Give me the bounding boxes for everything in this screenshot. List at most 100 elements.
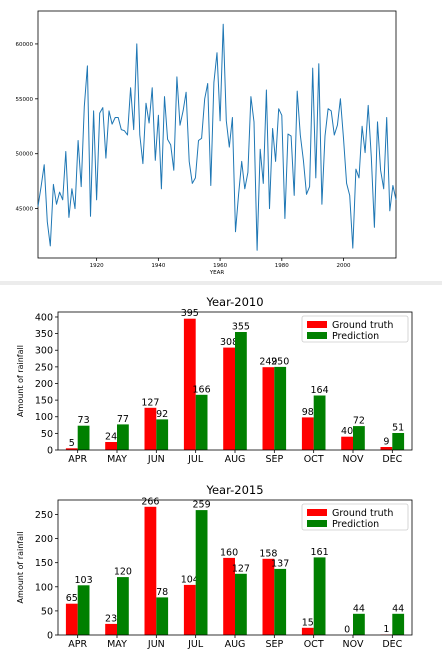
- line-chart-panel: 45000 50000 55000 60000 1920 1940 1960 1980 2000…: [0, 0, 442, 280]
- plot-frame: [37, 10, 397, 259]
- line-chart: 45000 50000 55000 60000 1920 1940 1960 1980 2000…: [16, 10, 397, 276]
- legend-label: Prediction: [332, 519, 379, 530]
- ground-truth-value-label: 158: [259, 548, 277, 559]
- legend-label: Ground truth: [332, 508, 393, 519]
- legend-label: Ground truth: [332, 320, 393, 331]
- y-tick-label: 200: [35, 534, 53, 545]
- prediction-value-label: 161: [311, 547, 329, 558]
- x-tick-label: 1920: [90, 263, 104, 269]
- bar-chart-2010-panel: Year-2010 0 50 100 150 200 250 300 350 400 Amount …: [0, 286, 442, 474]
- x-tick-label: 1980: [275, 263, 289, 269]
- prediction-value-label: 72: [353, 416, 365, 427]
- y-tick-label: 100: [35, 412, 53, 423]
- legend-label: Prediction: [332, 331, 379, 342]
- plot-frame: [57, 499, 413, 636]
- prediction-value-label: 92: [156, 409, 168, 420]
- plot-frame: [57, 311, 413, 451]
- y-tick-label: 50: [41, 429, 53, 440]
- y-tick-label: 0: [47, 446, 53, 457]
- x-tick-label: AUG: [225, 639, 246, 650]
- prediction-bar: [353, 426, 365, 450]
- y-tick-label: 45000: [16, 207, 34, 213]
- y-tick-label: 100: [35, 582, 53, 593]
- ground-truth-bar: [144, 506, 157, 636]
- x-tick-label: OCT: [304, 639, 324, 650]
- prediction-bar: [353, 613, 365, 635]
- y-tick-label: 50: [41, 606, 53, 617]
- x-tick-label: DEC: [382, 639, 402, 650]
- prediction-bar: [77, 425, 90, 450]
- ground-truth-value-label: 40: [341, 426, 353, 437]
- prediction-value-label: 355: [232, 322, 250, 333]
- ground-truth-bar: [262, 558, 275, 635]
- x-tick-label: JUL: [187, 454, 204, 465]
- ground-truth-value-label: 5: [69, 438, 75, 449]
- y-tick-label: 150: [35, 396, 53, 407]
- panel-divider: [0, 281, 442, 285]
- ground-truth-value-label: 160: [220, 547, 238, 558]
- ground-truth-value-label: 0: [344, 625, 350, 636]
- x-tick-label: JUL: [187, 639, 204, 650]
- ground-truth-value-label: 127: [141, 397, 159, 408]
- ground-truth-bar: [301, 627, 314, 635]
- rainfall-line: [37, 23, 397, 251]
- y-tick-label: 50000: [16, 152, 34, 158]
- ground-truth-bar: [223, 347, 235, 450]
- prediction-bar: [274, 366, 287, 450]
- chart-title: Year-2015: [205, 483, 263, 497]
- prediction-bar: [156, 597, 169, 635]
- legend: [301, 315, 409, 343]
- y-axis-label: Amount of rainfall: [16, 345, 25, 417]
- x-tick-label: JUN: [147, 454, 165, 465]
- prediction-bar: [392, 613, 405, 635]
- y-axis-label: Amount of rainfall: [16, 532, 25, 604]
- ground-truth-value-label: 65: [66, 593, 78, 604]
- ground-truth-bar: [105, 623, 117, 635]
- x-tick-label: JUN: [147, 639, 165, 650]
- x-axis-label: YEAR: [209, 270, 225, 276]
- y-tick-label: 400: [35, 312, 53, 323]
- ground-truth-bar: [144, 407, 157, 450]
- bar-chart-2010: Year-2010 0 50 100 150 200 250 300 350 400 Amount …: [16, 295, 413, 465]
- prediction-bar: [117, 424, 129, 450]
- y-tick-label: 200: [35, 379, 53, 390]
- y-tick-label: 60000: [16, 42, 34, 48]
- ground-truth-value-label: 266: [141, 496, 159, 507]
- ground-truth-bar: [223, 557, 235, 635]
- bar-chart-2015-panel: Year-2015 0 50 100 150 200 250 Amount of rainfa…: [0, 474, 442, 656]
- prediction-bar: [77, 585, 90, 635]
- y-tick-label: 150: [35, 558, 53, 569]
- prediction-value-label: 51: [392, 423, 404, 434]
- prediction-value-label: 137: [271, 558, 289, 569]
- ground-truth-bar: [380, 447, 393, 450]
- prediction-bar: [313, 557, 326, 635]
- prediction-value-label: 166: [193, 384, 211, 395]
- prediction-bar: [195, 394, 208, 450]
- ground-truth-value-label: 23: [105, 613, 117, 624]
- prediction-value-label: 77: [117, 414, 129, 425]
- ground-truth-value-label: 104: [181, 574, 199, 585]
- ground-truth-bar: [262, 367, 275, 450]
- x-tick-label: MAY: [107, 639, 127, 650]
- y-tick-label: 350: [35, 329, 53, 340]
- ground-truth-value-label: 249: [259, 357, 277, 368]
- prediction-value-label: 120: [114, 567, 132, 578]
- y-tick-label: 55000: [16, 97, 34, 103]
- legend: [301, 503, 409, 531]
- ground-truth-value-label: 24: [105, 432, 117, 443]
- legend-swatch: [307, 321, 327, 328]
- prediction-value-label: 164: [311, 385, 329, 396]
- prediction-bar: [117, 577, 129, 635]
- prediction-value-label: 73: [78, 415, 90, 426]
- x-tick-label: 1960: [213, 263, 227, 269]
- ground-truth-bar: [341, 436, 353, 450]
- x-tick-label: MAY: [107, 454, 127, 465]
- y-tick-label: 300: [35, 346, 53, 357]
- ground-truth-value-label: 15: [302, 617, 314, 628]
- x-tick-label: AUG: [225, 454, 246, 465]
- prediction-value-label: 44: [392, 603, 404, 614]
- prediction-value-label: 103: [75, 575, 93, 586]
- prediction-value-label: 78: [156, 587, 168, 598]
- prediction-bar: [156, 419, 169, 450]
- legend-swatch: [307, 332, 327, 339]
